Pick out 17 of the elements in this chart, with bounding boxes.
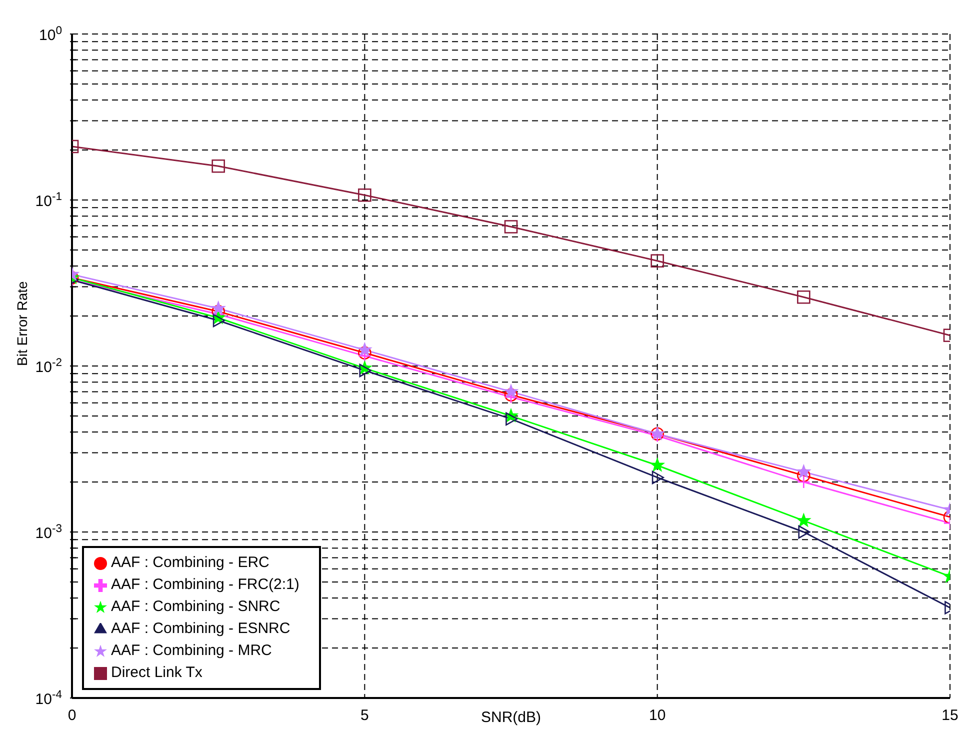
y-tick-label: 10$^{-1}$: [35, 191, 62, 210]
legend-label: AAF : Combining - FRC(2:1): [111, 576, 300, 593]
x-tick-label: 10: [648, 707, 666, 724]
legend-label: AAF : Combining - MRC: [111, 642, 272, 659]
legend-label: AAF : Combining - ESNRC: [111, 620, 290, 637]
y-tick-label: 10$^{0}$: [39, 25, 62, 44]
y-tick-label: 10$^{-2}$: [35, 357, 62, 376]
x-axis-title: SNR(dB): [480, 709, 542, 726]
x-tick-label: 15: [942, 707, 958, 724]
legend-label: Direct Link Tx: [111, 664, 202, 681]
legend-label: AAF : Combining - SNRC: [111, 598, 280, 615]
y-tick-label: 10$^{-3}$: [35, 523, 62, 542]
x-tick-label: 5: [360, 707, 369, 724]
x-tick-label: 0: [68, 707, 76, 724]
legend-label: AAF : Combining - ERC: [111, 554, 270, 571]
y-axis-title: Bit Error Rate: [14, 280, 30, 366]
y-tick-label: 10$^{-4}$: [35, 689, 62, 708]
